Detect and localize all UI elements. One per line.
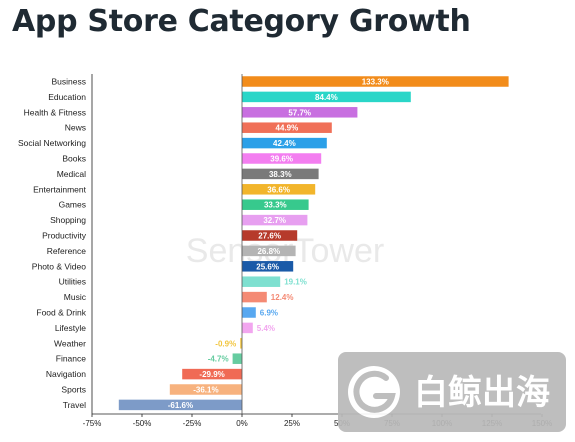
bar <box>242 168 319 180</box>
bar <box>242 276 281 287</box>
category-label: Lifestyle <box>55 323 86 333</box>
data-label: 5.4% <box>257 324 275 333</box>
data-label: 57.7% <box>288 108 311 117</box>
data-label: -29.9% <box>199 370 224 379</box>
data-label: -61.6% <box>168 401 193 410</box>
category-label: News <box>65 123 86 133</box>
data-label: 12.4% <box>271 293 294 302</box>
x-tick-label: -50% <box>133 419 152 428</box>
bar <box>240 338 242 349</box>
data-label: 6.9% <box>260 309 278 318</box>
bar <box>118 399 242 411</box>
whale-logo-watermark: 白鲸出海 <box>338 352 566 432</box>
bar <box>242 184 316 195</box>
category-label: Food & Drink <box>36 308 86 318</box>
bar <box>242 107 358 118</box>
bar <box>242 291 267 303</box>
bar <box>242 199 309 210</box>
category-label: Games <box>59 200 86 210</box>
data-label: 133.3% <box>362 78 389 87</box>
data-label: 27.6% <box>258 232 281 241</box>
bar <box>242 322 253 334</box>
data-label: 44.9% <box>276 124 299 133</box>
bar <box>242 214 308 226</box>
category-label: Reference <box>47 246 86 256</box>
bars-group: 133.3% 84.4% 57.7% 44.9% 42.4% 39.6% 38.3% 36.6… <box>118 76 509 411</box>
category-label: Finance <box>56 354 87 364</box>
bar <box>242 230 298 241</box>
bar <box>169 384 242 395</box>
bar <box>242 137 327 149</box>
chart-title: App Store Category Growth <box>12 4 471 39</box>
category-label: Business <box>52 77 87 87</box>
data-label: -36.1% <box>193 386 218 395</box>
category-label: Education <box>48 92 86 102</box>
category-label: Travel <box>63 400 86 410</box>
data-label: -0.9% <box>215 339 236 348</box>
bar <box>242 245 296 257</box>
x-tick-label: -25% <box>183 419 202 428</box>
category-label: Weather <box>54 338 86 348</box>
data-label: 25.6% <box>256 262 279 271</box>
bar <box>242 76 509 87</box>
category-label: Social Networking <box>18 138 86 148</box>
bar <box>232 353 242 364</box>
data-label: 19.1% <box>284 278 307 287</box>
category-label: Music <box>64 292 87 302</box>
data-label: 32.7% <box>263 216 286 225</box>
whale-logo-icon: 白鲸出海 <box>348 366 550 418</box>
category-label: Navigation <box>46 369 86 379</box>
data-label: 36.6% <box>267 185 290 194</box>
category-label: Medical <box>57 169 86 179</box>
category-label: Entertainment <box>33 184 87 194</box>
data-label: 33.3% <box>264 201 287 210</box>
x-tick-label: 0% <box>236 419 248 428</box>
category-label: Productivity <box>42 231 87 241</box>
category-label: Utilities <box>59 277 86 287</box>
bar <box>242 153 322 164</box>
x-tick-label: 25% <box>284 419 300 428</box>
data-label: 26.8% <box>257 247 280 256</box>
category-label: Health & Fitness <box>24 107 86 117</box>
bar <box>242 91 411 103</box>
category-label: Photo & Video <box>32 261 86 271</box>
category-label: Sports <box>61 385 86 395</box>
data-label: 84.4% <box>315 93 338 102</box>
data-label: 39.6% <box>270 155 293 164</box>
bar <box>182 368 242 380</box>
data-label: 38.3% <box>269 170 292 179</box>
category-label: Shopping <box>50 215 86 225</box>
bar <box>242 261 294 272</box>
logo-text: 白鲸出海 <box>414 373 550 413</box>
x-tick-label: -75% <box>83 419 102 428</box>
bar <box>242 307 256 318</box>
data-label: -4.7% <box>208 355 229 364</box>
category-label: Books <box>62 154 86 164</box>
bar <box>242 122 332 133</box>
data-label: 42.4% <box>273 139 296 148</box>
category-labels: Business Education Health & Fitness News Soc… <box>18 77 87 410</box>
